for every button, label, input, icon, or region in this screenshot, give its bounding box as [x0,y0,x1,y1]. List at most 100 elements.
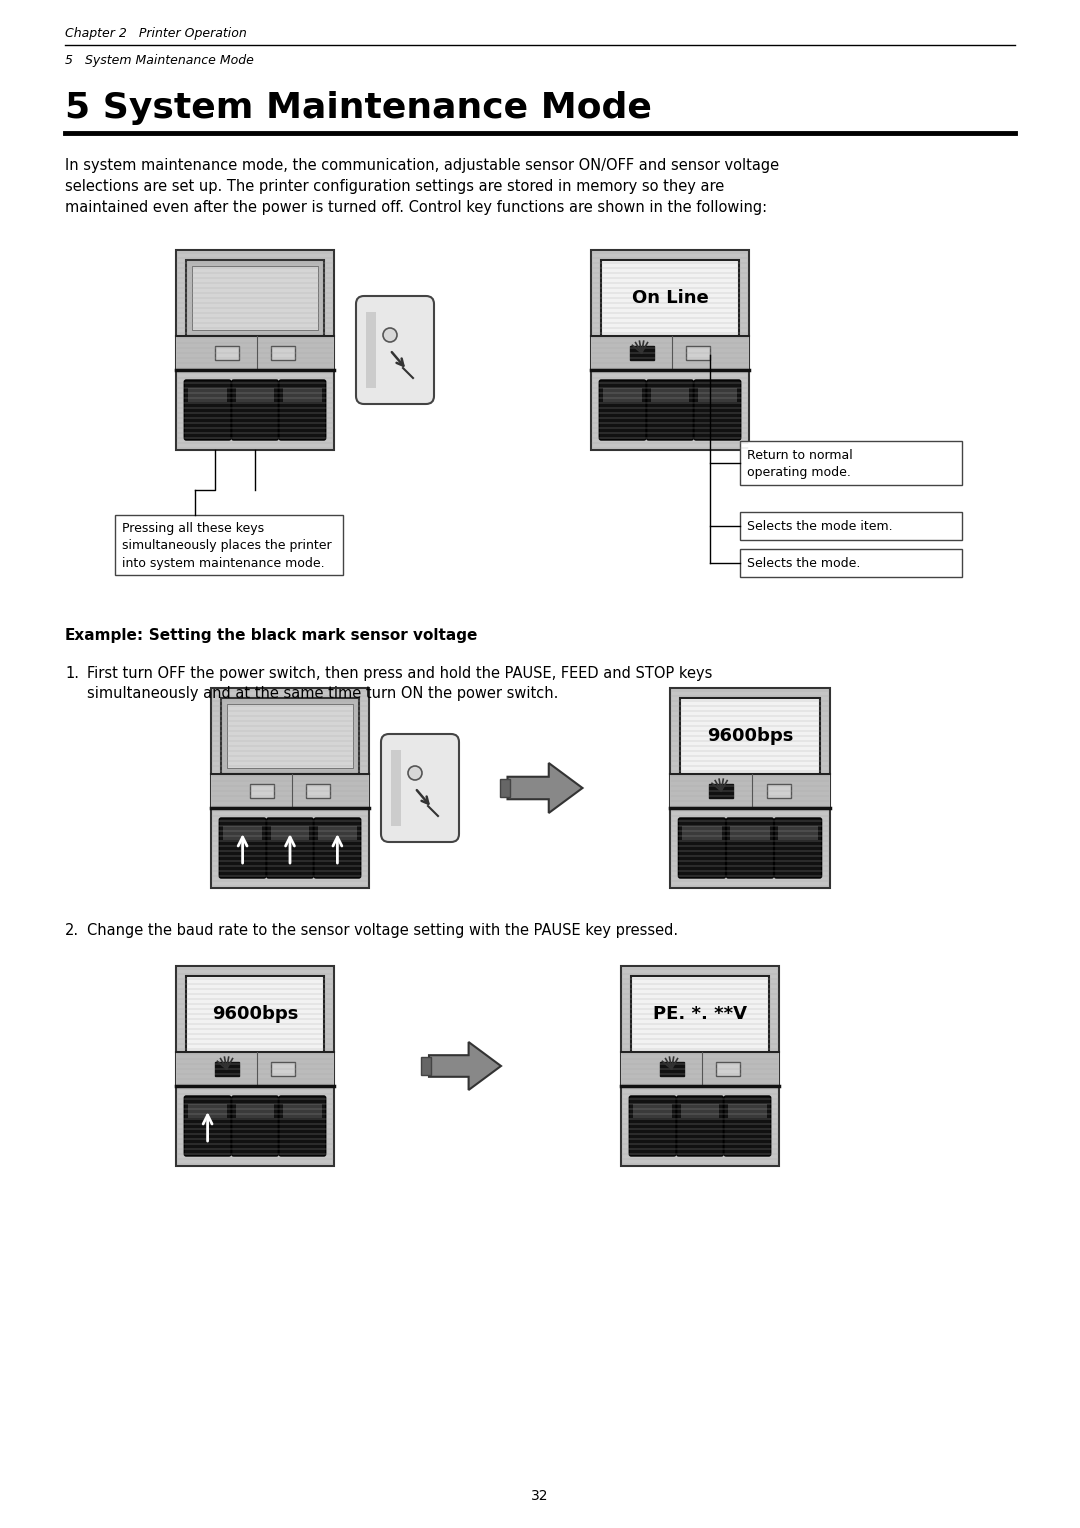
Text: simultaneously and at the same time turn ON the power switch.: simultaneously and at the same time turn… [87,686,558,701]
Bar [591,336,750,370]
Bar [591,251,750,451]
FancyBboxPatch shape [279,380,326,440]
Text: Example:: Example: [65,628,144,643]
FancyBboxPatch shape [267,817,313,879]
Text: selections are set up. The printer configuration settings are stored in memory s: selections are set up. The printer confi… [65,179,725,194]
Text: Selects the mode.: Selects the mode. [747,558,861,570]
FancyBboxPatch shape [724,1096,771,1157]
Bar [670,688,831,888]
FancyBboxPatch shape [694,380,741,440]
FancyBboxPatch shape [774,817,822,879]
Bar [271,825,309,839]
Text: Return to normal: Return to normal [747,449,853,461]
Text: maintained even after the power is turned off. Control key functions are shown i: maintained even after the power is turne… [65,200,767,215]
FancyBboxPatch shape [599,380,646,440]
Text: simultaneously places the printer: simultaneously places the printer [122,539,332,552]
FancyBboxPatch shape [630,1096,676,1157]
Bar [716,1062,741,1076]
Bar [271,345,296,361]
Bar [730,825,770,839]
Bar [698,388,737,402]
Bar [271,1062,296,1076]
Bar [176,1051,334,1086]
Bar [192,266,318,330]
Bar [186,260,324,336]
Bar [779,825,818,839]
Bar [728,1103,767,1117]
FancyBboxPatch shape [647,380,693,440]
Text: PE. *. **V: PE. *. **V [653,1005,747,1024]
Bar [319,825,356,839]
Bar [630,345,653,361]
FancyBboxPatch shape [356,296,434,403]
FancyBboxPatch shape [727,817,773,879]
Bar [683,825,721,839]
Bar [176,251,334,451]
Bar [211,775,369,808]
Text: 1.: 1. [65,666,79,681]
Circle shape [383,329,397,342]
Bar [249,784,273,798]
Bar [186,976,324,1051]
Text: 9600bps: 9600bps [212,1005,298,1024]
Text: In system maintenance mode, the communication, adjustable sensor ON/OFF and sens: In system maintenance mode, the communic… [65,157,779,173]
Bar [211,688,369,888]
FancyBboxPatch shape [279,1096,326,1157]
Bar [188,1103,227,1117]
FancyBboxPatch shape [381,733,459,842]
Bar [227,704,353,769]
Bar [740,442,962,484]
Circle shape [408,766,422,779]
Text: On Line: On Line [632,289,708,307]
Polygon shape [429,1042,501,1089]
Text: into system maintenance mode.: into system maintenance mode. [122,556,325,570]
Bar [283,388,322,402]
Bar [740,549,962,578]
Text: First turn OFF the power switch, then press and hold the PAUSE, FEED and STOP ke: First turn OFF the power switch, then pr… [87,666,713,681]
Bar [767,784,791,798]
FancyBboxPatch shape [678,817,726,879]
Text: Selects the mode item.: Selects the mode item. [747,521,893,533]
Text: operating mode.: operating mode. [747,466,851,480]
Bar [660,1062,684,1076]
Bar [633,1103,672,1117]
Bar [188,388,227,402]
FancyBboxPatch shape [677,1096,724,1157]
Text: 5 System Maintenance Mode: 5 System Maintenance Mode [65,92,652,125]
Text: Change the baud rate to the sensor voltage setting with the PAUSE key pressed.: Change the baud rate to the sensor volta… [87,923,678,938]
Bar [604,388,642,402]
FancyBboxPatch shape [219,817,266,879]
Bar [215,345,239,361]
Text: Pressing all these keys: Pressing all these keys [122,523,265,535]
Bar [710,784,733,798]
FancyBboxPatch shape [232,380,279,440]
Bar [224,825,262,839]
Bar [621,966,779,1166]
Bar [215,1062,239,1076]
Bar [176,336,334,370]
FancyBboxPatch shape [185,380,231,440]
Polygon shape [366,312,376,388]
Bar [670,775,831,808]
Text: Chapter 2   Printer Operation: Chapter 2 Printer Operation [65,26,246,40]
Bar [680,698,820,775]
FancyBboxPatch shape [232,1096,279,1157]
Text: 5   System Maintenance Mode: 5 System Maintenance Mode [65,53,254,67]
FancyBboxPatch shape [185,1096,231,1157]
Text: 9600bps: 9600bps [706,727,793,746]
Bar [740,512,962,539]
Text: Setting the black mark sensor voltage: Setting the black mark sensor voltage [133,628,477,643]
Text: 2.: 2. [65,923,79,938]
Bar [235,1103,274,1117]
Bar [631,976,769,1051]
Bar [114,515,343,575]
Bar [499,779,510,798]
Bar [235,388,274,402]
Polygon shape [391,750,401,827]
Bar [307,784,330,798]
Text: 32: 32 [531,1488,549,1504]
Bar [650,388,689,402]
Bar [600,260,739,336]
Bar [283,1103,322,1117]
FancyBboxPatch shape [314,817,361,879]
